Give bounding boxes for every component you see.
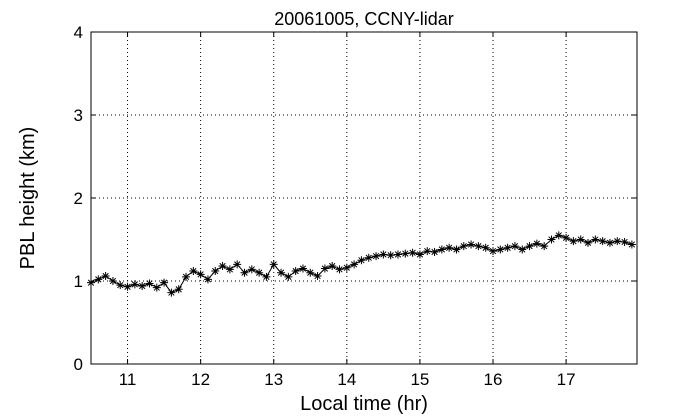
data-point <box>386 251 395 260</box>
data-point <box>562 233 571 242</box>
data-point <box>489 247 498 256</box>
data-point <box>605 238 614 247</box>
data-point <box>357 256 366 265</box>
data-point <box>233 260 242 269</box>
y-tick-label: 2 <box>74 189 83 208</box>
data-point <box>277 268 286 277</box>
data-point <box>554 231 563 240</box>
data-point <box>503 243 512 252</box>
y-tick-label: 0 <box>74 355 83 374</box>
y-axis-title: PBL height (km) <box>17 127 39 270</box>
data-point <box>547 235 556 244</box>
x-tick-label: 12 <box>191 370 210 389</box>
data-point <box>313 272 322 281</box>
data-point <box>584 238 593 247</box>
data-point <box>510 242 519 251</box>
data-point <box>474 242 483 251</box>
data-point <box>262 272 271 281</box>
data-point <box>335 265 344 274</box>
data-point <box>269 260 278 269</box>
data-point <box>328 262 337 271</box>
x-tick-label: 15 <box>410 370 429 389</box>
data-point <box>481 243 490 252</box>
data-point <box>203 275 212 284</box>
grid <box>91 32 637 364</box>
data-point <box>591 235 600 244</box>
data-point <box>569 237 578 246</box>
x-tick-label: 14 <box>337 370 356 389</box>
data-point <box>116 281 125 290</box>
data-point <box>225 265 234 274</box>
data-point <box>598 237 607 246</box>
data-point <box>350 260 359 269</box>
data-point <box>518 245 527 254</box>
data-point <box>189 267 198 276</box>
data-point <box>467 240 476 249</box>
data-point <box>430 247 439 256</box>
data-point <box>364 253 373 262</box>
chart-title: 20061005, CCNY-lidar <box>274 9 453 29</box>
data-point <box>525 242 534 251</box>
data-point <box>408 248 417 257</box>
data-point <box>108 277 117 285</box>
data-series <box>87 231 636 297</box>
ticks <box>91 31 637 365</box>
data-point <box>620 237 629 246</box>
data-point <box>182 272 191 281</box>
data-point <box>452 245 461 254</box>
data-point <box>247 265 256 274</box>
data-point <box>298 264 307 273</box>
x-axis-title: Local time (hr) <box>300 393 428 415</box>
data-point <box>437 245 446 254</box>
data-point <box>101 272 110 281</box>
data-point <box>94 275 103 284</box>
data-point <box>379 250 388 259</box>
data-point <box>130 280 139 289</box>
data-point <box>627 240 636 249</box>
data-point <box>320 264 329 273</box>
data-point <box>496 245 505 254</box>
x-tick-label: 13 <box>264 370 283 389</box>
data-point <box>284 272 293 281</box>
y-tick-label: 1 <box>74 272 83 291</box>
data-point <box>145 279 154 288</box>
data-point <box>613 237 622 246</box>
data-point <box>196 270 205 279</box>
data-point <box>138 281 147 290</box>
x-tick-label: 17 <box>557 370 576 389</box>
data-point <box>445 243 454 252</box>
data-point <box>306 268 315 277</box>
x-tick-label: 11 <box>119 370 137 389</box>
data-point <box>240 268 249 277</box>
data-point <box>401 249 410 258</box>
data-point <box>152 283 161 292</box>
data-point <box>218 262 227 271</box>
data-point <box>576 235 585 244</box>
data-point <box>372 252 381 261</box>
data-point <box>393 250 402 259</box>
data-point <box>167 288 176 297</box>
data-point <box>123 282 132 291</box>
y-tick-label: 3 <box>74 106 83 125</box>
data-point <box>291 267 300 276</box>
data-point <box>342 263 351 272</box>
data-point <box>211 267 220 276</box>
data-point <box>255 268 264 277</box>
data-point <box>532 239 541 248</box>
y-tick-label: 4 <box>74 23 83 42</box>
data-point <box>160 278 169 287</box>
data-point <box>415 250 424 259</box>
data-point <box>423 247 432 256</box>
data-point <box>459 242 468 251</box>
data-point <box>174 285 183 294</box>
data-point <box>540 242 549 251</box>
x-tick-label: 16 <box>484 370 503 389</box>
